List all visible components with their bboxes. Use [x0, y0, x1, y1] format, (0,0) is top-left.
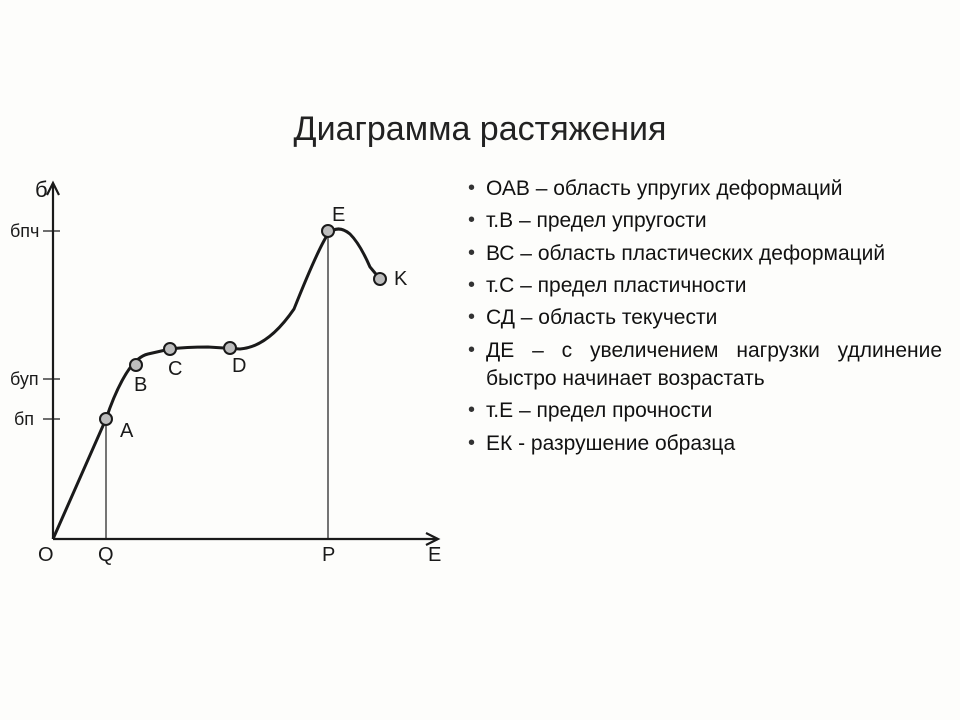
legend-item: т.С – предел пластичности: [462, 272, 942, 300]
legend-item: СД – область текучести: [462, 304, 942, 332]
axis-label: О: [38, 544, 54, 566]
legend-item: т.В – предел упругости: [462, 207, 942, 235]
axis-label: буп: [10, 369, 39, 389]
point-label: E: [332, 204, 345, 226]
legend-item: ВС – область пластических деформаций: [462, 240, 942, 268]
curve-point-B: [130, 359, 142, 371]
curve-point-A: [100, 413, 112, 425]
curve-point-K: [374, 273, 386, 285]
legend-item: ОАВ – область упругих деформаций: [462, 175, 942, 203]
axis-label: Р: [322, 544, 335, 566]
legend-item: ЕК - разрушение образца: [462, 430, 942, 458]
curve-point-C: [164, 343, 176, 355]
point-label: D: [232, 355, 246, 377]
axis-label: бпч: [10, 221, 39, 241]
point-label: C: [168, 358, 182, 380]
curve-point-E: [322, 225, 334, 237]
legend-item: ДЕ – с увеличением нагрузки удлинение бы…: [462, 337, 942, 394]
point-label: K: [394, 268, 408, 290]
point-label: B: [134, 374, 147, 396]
legend-list: ОАВ – область упругих деформаций т.В – пр…: [458, 169, 942, 462]
axis-label: Q: [98, 544, 114, 566]
axis-label: бп: [14, 409, 34, 429]
axis-label: Е: [428, 544, 441, 566]
content-row: A BC D E Kб бпч буп бп О Q Р Е ОАВ – область упруги…: [0, 169, 960, 579]
stress-strain-chart: A BC D E Kб бпч буп бп О Q Р Е: [8, 169, 458, 579]
point-label: A: [120, 420, 134, 442]
axis-label: б: [35, 177, 48, 202]
page-title: Диаграмма растяжения: [0, 0, 960, 169]
curve-point-D: [224, 342, 236, 354]
legend-item: т.Е – предел прочности: [462, 397, 942, 425]
